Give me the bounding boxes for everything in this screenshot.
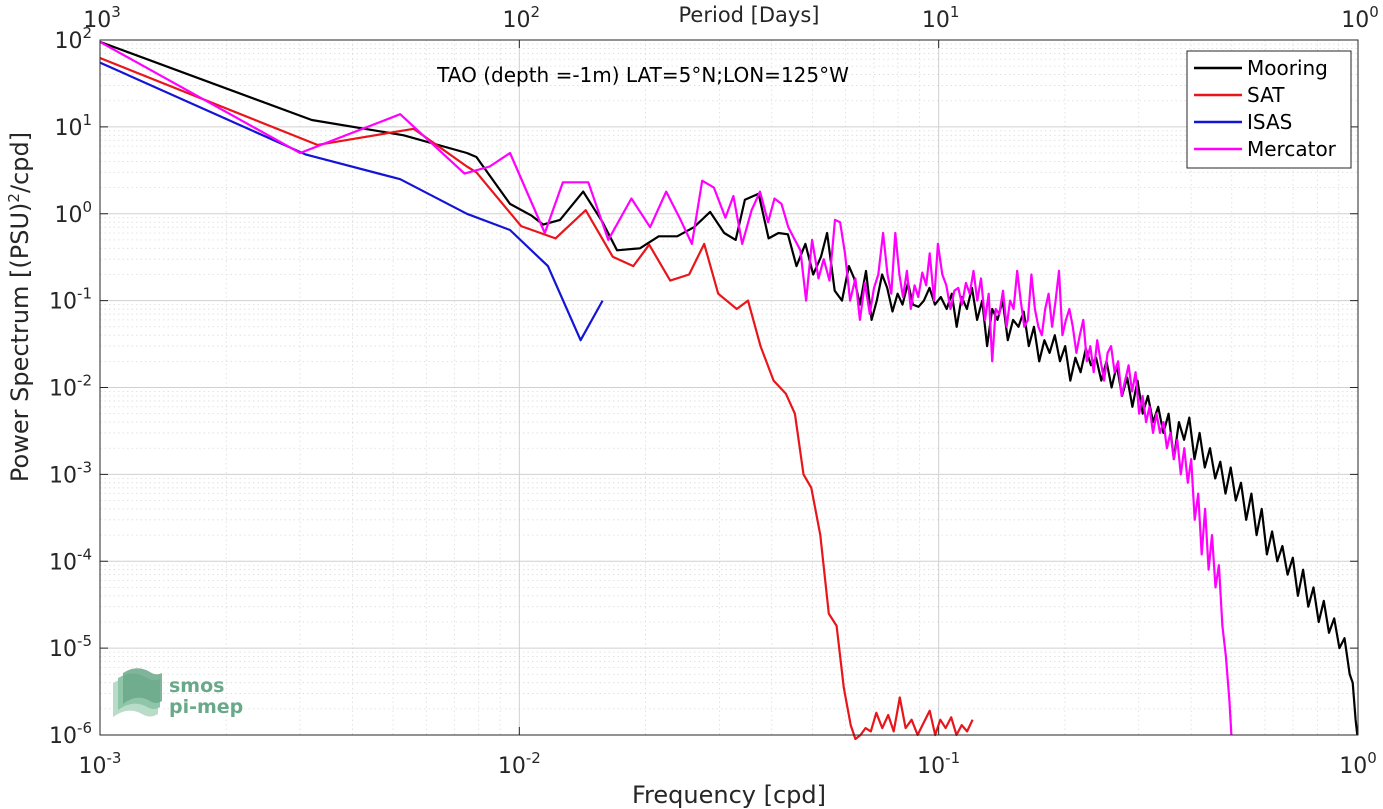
y-tick-label-exponent: -6 (77, 719, 92, 737)
smos-pi-mep-logo: smos pi-mep (113, 668, 243, 718)
x-tick-label-base: 10 (917, 754, 945, 779)
legend: Mooring SAT ISAS Mercator (1186, 50, 1352, 169)
x-tick-label: 10-1 (917, 749, 960, 779)
logo-text-pi-mep: pi-mep (169, 696, 243, 718)
top-tick-label-base: 10 (503, 8, 531, 33)
x-tick-label: 10-3 (79, 749, 122, 779)
y-tick-label-exponent: 2 (82, 24, 92, 42)
x-tick-label-exponent: 0 (1367, 749, 1377, 767)
top-tick-label: 102 (503, 3, 541, 33)
top-tick-label-base: 10 (83, 8, 111, 33)
y-tick-label: 10-4 (49, 545, 92, 575)
top-tick-label-base: 10 (922, 8, 950, 33)
y-tick-label: 10-1 (49, 285, 92, 315)
series-line-mercator (99, 40, 1233, 736)
y-tick-label: 101 (54, 111, 92, 141)
y-tick-label-exponent: -2 (77, 372, 92, 390)
y-tick-label-base: 10 (49, 550, 77, 575)
y-tick-label: 10-5 (49, 632, 92, 662)
y-tick-label-base: 10 (49, 724, 77, 749)
y-tick-label: 10-6 (49, 719, 92, 749)
y-axis-title-main: Power Spectrum [(PSU) (6, 203, 34, 482)
legend-label-mercator: Mercator (1247, 137, 1337, 161)
y-axis-title: Power Spectrum [(PSU)2/cpd] (5, 132, 34, 482)
x-axis-title: Frequency [cpd] (632, 781, 826, 809)
y-tick-label: 100 (54, 198, 92, 228)
logo-mark-icon (113, 668, 162, 717)
top-axis-title: Period [Days] (679, 3, 820, 27)
top-tick-label-base: 10 (1341, 8, 1369, 33)
series-line-sat (99, 56, 974, 741)
x-tick-label-exponent: -3 (107, 749, 122, 767)
y-tick-label-exponent: -3 (77, 458, 92, 476)
x-tick-label-exponent: -2 (526, 749, 541, 767)
y-tick-label-base: 10 (49, 463, 77, 488)
y-tick-label-exponent: 1 (82, 111, 92, 129)
top-tick-label-exponent: 3 (111, 3, 121, 21)
top-tick-label: 103 (83, 3, 121, 33)
x-tick-label-base: 10 (79, 754, 107, 779)
legend-label-sat: SAT (1247, 83, 1285, 107)
top-tick-label: 101 (922, 3, 960, 33)
y-tick-label-exponent: -4 (77, 545, 92, 563)
y-axis-title-tail: /cpd] (6, 132, 34, 193)
top-tick-label-exponent: 2 (531, 3, 541, 21)
x-tick-label-base: 10 (498, 754, 526, 779)
tick-marks (99, 39, 1359, 736)
legend-label-mooring: Mooring (1247, 56, 1328, 80)
y-tick-label-base: 10 (54, 29, 82, 54)
y-tick-label: 10-3 (49, 458, 92, 488)
y-tick-label-base: 10 (49, 290, 77, 315)
top-tick-label: 100 (1341, 3, 1379, 33)
y-tick-label-base: 10 (54, 203, 82, 228)
x-tick-label: 100 (1339, 749, 1377, 779)
x-tick-label-base: 10 (1339, 754, 1367, 779)
y-tick-label-base: 10 (49, 637, 77, 662)
series-line-isas (99, 61, 604, 342)
y-tick-label-exponent: 0 (82, 198, 92, 216)
y-axis-title-exponent: 2 (5, 193, 23, 203)
y-tick-label-exponent: -1 (77, 285, 92, 303)
top-tick-label-exponent: 0 (1369, 3, 1379, 21)
top-tick-label-exponent: 1 (950, 3, 960, 21)
legend-label-isas: ISAS (1247, 110, 1292, 134)
y-tick-label-base: 10 (49, 377, 77, 402)
x-tick-label-exponent: -1 (945, 749, 960, 767)
chart-title: TAO (depth =-1m) LAT=5°N;LON=125°W (436, 63, 849, 87)
series-layer (99, 40, 1359, 741)
y-tick-label-base: 10 (54, 116, 82, 141)
y-tick-label-exponent: -5 (77, 632, 92, 650)
x-tick-label: 10-2 (498, 749, 541, 779)
series-line-mooring (99, 40, 1359, 736)
y-tick-label: 102 (54, 24, 92, 54)
y-tick-label: 10-2 (49, 372, 92, 402)
logo-text-smos: smos (169, 675, 224, 697)
